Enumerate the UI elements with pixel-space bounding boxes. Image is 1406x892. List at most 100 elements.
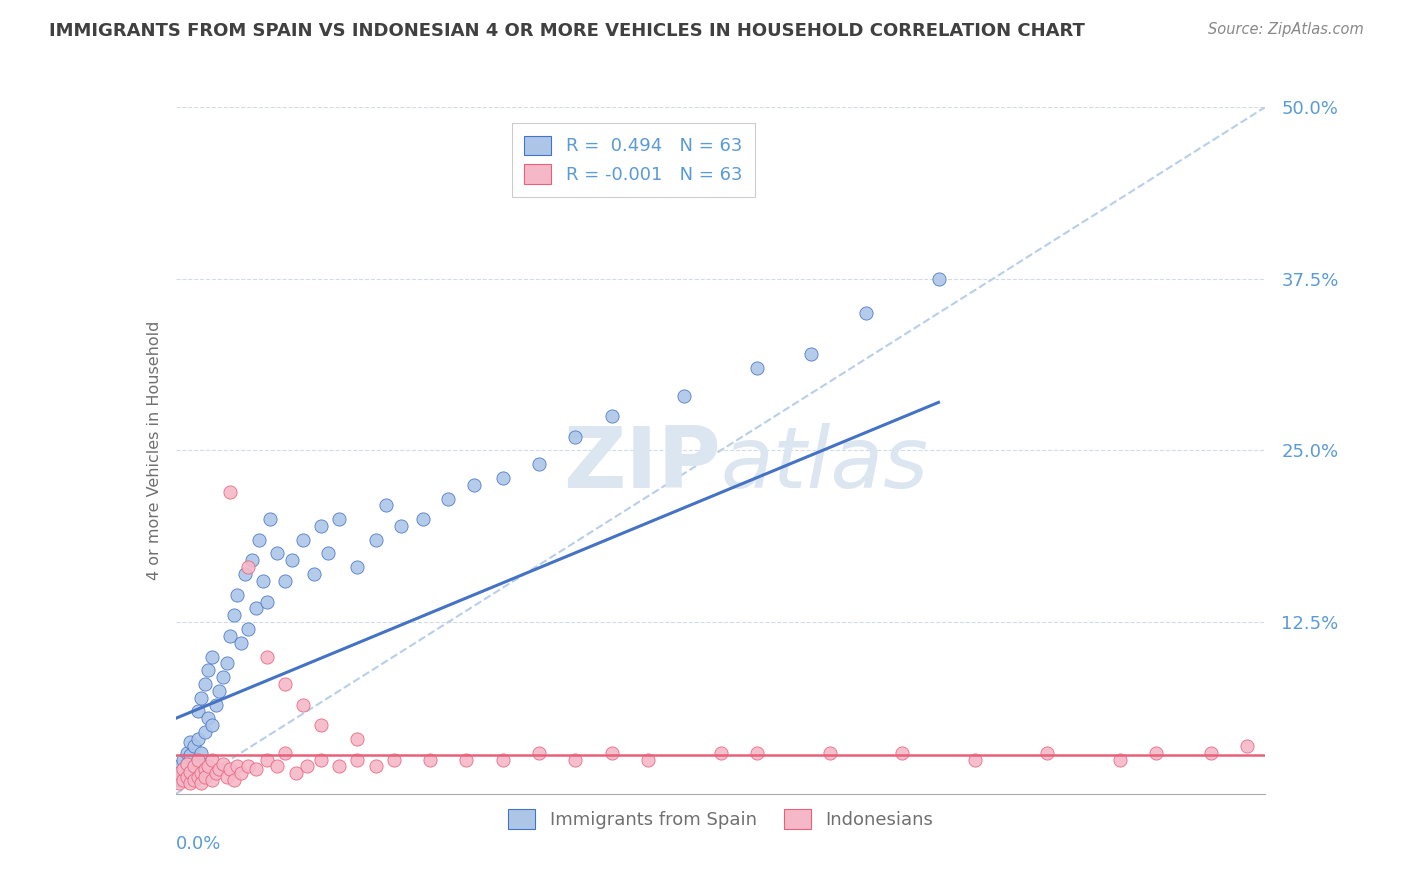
Point — [186, 731, 209, 746]
Point — [190, 690, 212, 705]
Point — [179, 734, 201, 748]
Point — [201, 649, 224, 664]
Point — [215, 657, 238, 671]
Point — [186, 771, 209, 785]
Point — [186, 705, 209, 719]
Point — [274, 574, 297, 588]
Text: ZIP: ZIP — [562, 423, 721, 506]
Point — [240, 553, 263, 567]
Point — [346, 560, 368, 574]
Point — [190, 746, 212, 760]
Point — [176, 756, 198, 771]
Point — [252, 574, 274, 588]
Text: IMMIGRANTS FROM SPAIN VS INDONESIAN 4 OR MORE VEHICLES IN HOUSEHOLD CORRELATION : IMMIGRANTS FROM SPAIN VS INDONESIAN 4 OR… — [49, 22, 1085, 40]
Point — [281, 553, 304, 567]
Point — [274, 677, 297, 691]
Point — [256, 753, 278, 767]
Point — [172, 753, 194, 767]
Point — [222, 773, 245, 788]
Point — [197, 663, 219, 677]
Point — [800, 347, 823, 361]
Point — [1109, 753, 1132, 767]
Point — [208, 762, 231, 776]
Point — [527, 746, 550, 760]
Point — [190, 776, 212, 790]
Point — [179, 764, 201, 779]
Point — [183, 759, 205, 773]
Point — [963, 753, 986, 767]
Point — [231, 766, 253, 780]
Point — [194, 762, 217, 776]
Point — [412, 512, 434, 526]
Point — [219, 629, 242, 643]
Point — [291, 698, 314, 712]
Point — [302, 567, 325, 582]
Point — [190, 766, 212, 780]
Point — [245, 601, 267, 615]
Point — [745, 746, 768, 760]
Point — [179, 776, 201, 790]
Text: 0.0%: 0.0% — [176, 835, 221, 853]
Y-axis label: 4 or more Vehicles in Household: 4 or more Vehicles in Household — [146, 321, 162, 580]
Point — [266, 759, 288, 773]
Point — [186, 753, 209, 767]
Point — [364, 759, 387, 773]
Point — [226, 588, 249, 602]
Point — [284, 766, 307, 780]
Legend: Immigrants from Spain, Indonesians: Immigrants from Spain, Indonesians — [501, 802, 941, 837]
Point — [1036, 746, 1059, 760]
Point — [375, 499, 398, 513]
Point — [215, 771, 238, 785]
Point — [176, 746, 198, 760]
Point — [212, 756, 235, 771]
Point — [208, 683, 231, 698]
Point — [194, 677, 217, 691]
Point — [247, 533, 270, 547]
Point — [197, 711, 219, 725]
Point — [710, 746, 733, 760]
Point — [186, 753, 209, 767]
Point — [201, 718, 224, 732]
Point — [818, 746, 841, 760]
Point — [169, 766, 191, 780]
Point — [231, 636, 253, 650]
Point — [238, 622, 260, 636]
Point — [328, 759, 350, 773]
Point — [928, 271, 950, 285]
Point — [245, 762, 267, 776]
Point — [172, 773, 194, 788]
Point — [463, 478, 485, 492]
Point — [295, 759, 318, 773]
Point — [364, 533, 387, 547]
Point — [745, 361, 768, 376]
Point — [346, 753, 368, 767]
Point — [219, 484, 242, 499]
Point — [637, 753, 659, 767]
Point — [309, 519, 332, 533]
Point — [318, 546, 340, 561]
Point — [169, 773, 191, 788]
Point — [169, 759, 191, 773]
Point — [204, 766, 226, 780]
Text: atlas: atlas — [721, 423, 928, 506]
Point — [492, 471, 515, 485]
Point — [179, 748, 201, 763]
Point — [855, 306, 877, 320]
Point — [176, 771, 198, 785]
Point — [346, 731, 368, 746]
Point — [238, 759, 260, 773]
Text: Source: ZipAtlas.com: Source: ZipAtlas.com — [1208, 22, 1364, 37]
Point — [1199, 746, 1222, 760]
Point — [194, 771, 217, 785]
Point — [172, 766, 194, 780]
Point — [382, 753, 405, 767]
Point — [259, 512, 281, 526]
Point — [172, 762, 194, 776]
Point — [456, 753, 478, 767]
Point — [328, 512, 350, 526]
Point — [437, 491, 460, 506]
Point — [169, 776, 191, 790]
Point — [492, 753, 515, 767]
Point — [564, 430, 586, 444]
Point — [212, 670, 235, 684]
